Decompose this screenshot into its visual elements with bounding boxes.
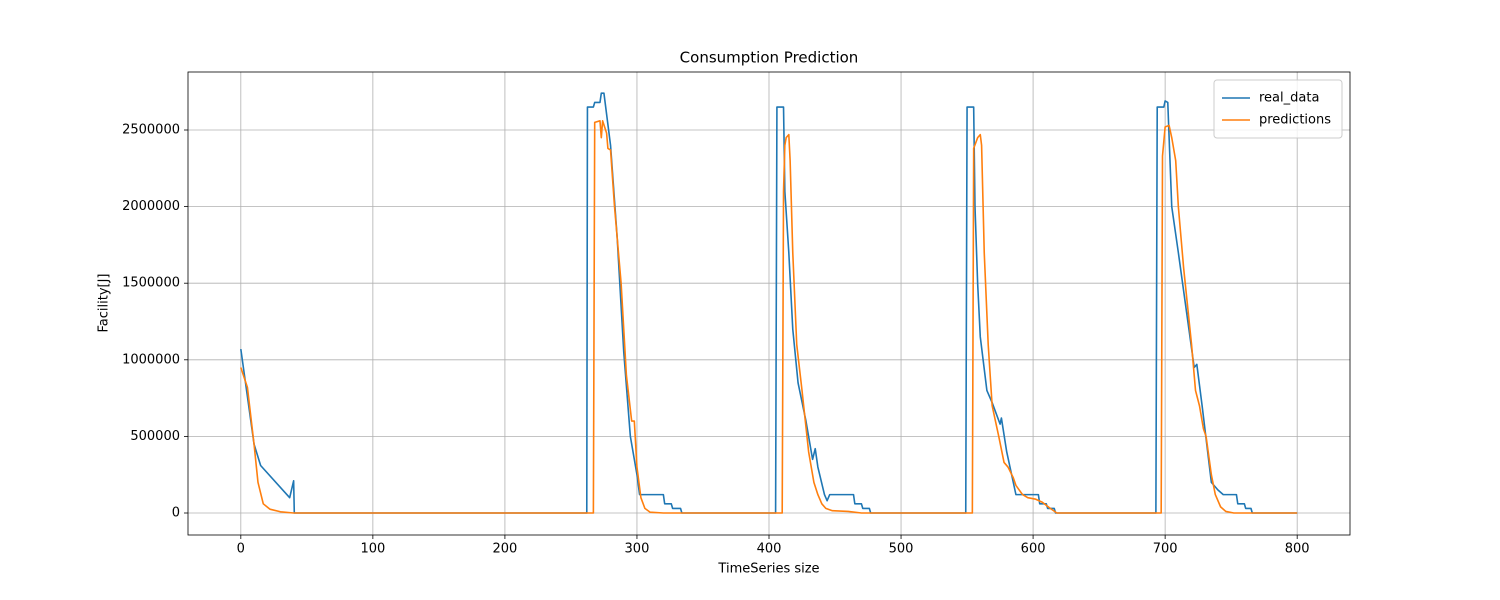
- y-tick-label: 500000: [130, 429, 180, 444]
- x-tick-label: 100: [360, 542, 385, 557]
- y-tick-label: 1500000: [122, 276, 180, 291]
- x-tick-label: 200: [492, 542, 517, 557]
- chart-title: Consumption Prediction: [680, 49, 859, 67]
- x-axis-label: TimeSeries size: [717, 562, 819, 577]
- legend-label: real_data: [1259, 91, 1319, 106]
- x-tick-label: 700: [1153, 542, 1178, 557]
- legend-label: predictions: [1259, 113, 1331, 128]
- plot-frame: [187, 71, 1351, 536]
- y-tick-label: 2000000: [122, 199, 180, 214]
- x-tick-label: 400: [757, 542, 782, 557]
- x-tick-label: 600: [1021, 542, 1046, 557]
- x-tick-label: 300: [625, 542, 650, 557]
- y-axis-label: Facility[J]: [97, 273, 112, 332]
- x-tick-label: 500: [889, 542, 914, 557]
- y-tick-label: 1000000: [122, 352, 180, 367]
- data-line: [240, 120, 1298, 514]
- x-tick-label: 800: [1285, 542, 1310, 557]
- y-tick-label: 0: [172, 506, 180, 521]
- y-tick-label: 2500000: [122, 123, 180, 138]
- x-tick-label: 0: [237, 542, 245, 557]
- legend-box: [1213, 79, 1343, 139]
